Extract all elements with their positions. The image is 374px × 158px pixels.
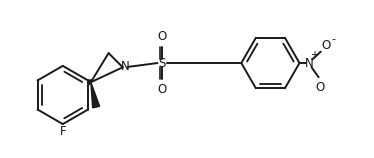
Polygon shape: [91, 82, 99, 108]
Text: O: O: [157, 83, 167, 96]
Text: +: +: [310, 50, 318, 60]
Text: O: O: [315, 81, 325, 94]
Text: O: O: [322, 39, 331, 52]
Text: -: -: [331, 34, 335, 44]
Text: O: O: [157, 30, 167, 43]
Text: N: N: [121, 60, 130, 73]
Text: S: S: [159, 57, 166, 70]
Text: N: N: [305, 57, 314, 70]
Text: F: F: [59, 125, 66, 138]
